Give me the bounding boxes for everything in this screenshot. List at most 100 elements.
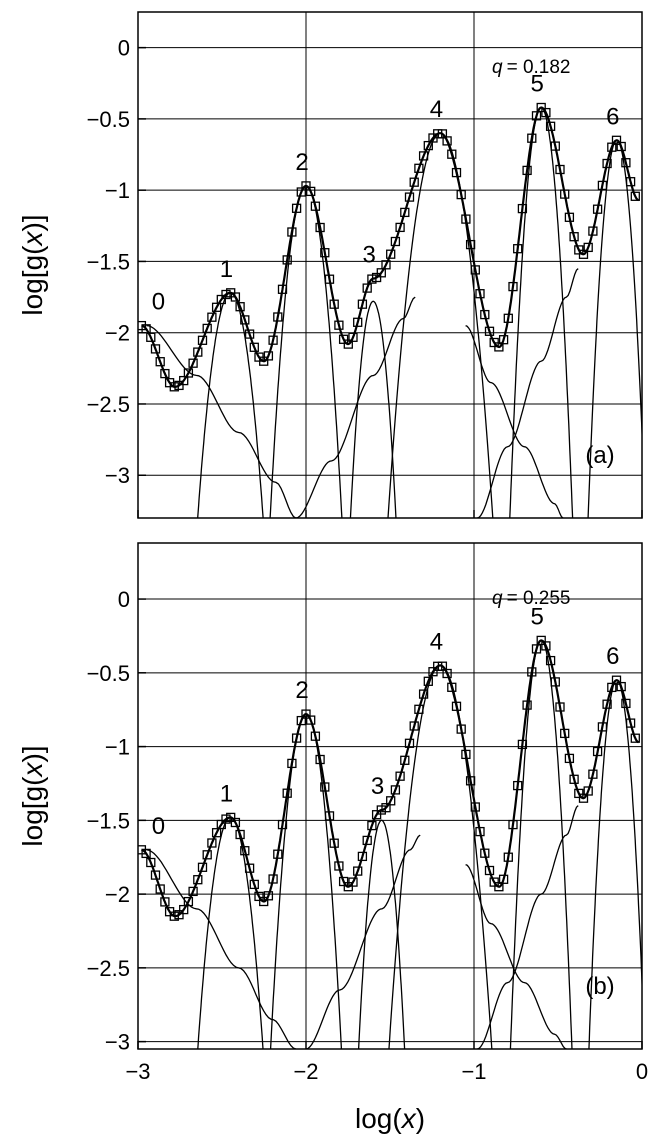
y-tick-label: −3 [105,463,130,488]
data-point [329,838,339,848]
fit-curve [387,132,494,518]
data-point [461,749,471,760]
peak-label-4: 4 [430,628,443,655]
data-point [578,793,589,803]
q-annotation: q = 0.182 [492,57,571,78]
data-point [433,129,443,139]
data-point [470,802,480,812]
data-point [395,222,405,233]
data-point [386,249,396,259]
x-tick-label: 0 [636,1059,648,1084]
data-point [621,158,631,168]
data-point [616,681,626,692]
data-point [216,294,226,305]
data-point [197,335,208,345]
data-point [249,879,259,890]
data-point [174,380,184,391]
data-point [179,375,189,386]
data-point [315,754,325,765]
data-point [138,320,147,331]
data-point [531,644,542,654]
x-tick-label: −3 [125,1059,150,1084]
data-point [240,846,250,856]
data-point [541,107,551,118]
data-point [146,857,156,868]
data-point [475,826,485,837]
data-point [437,129,448,139]
data-point [621,698,631,709]
data-point [343,339,353,349]
y-tick-label: −1 [105,178,130,203]
data-point [465,239,476,250]
y-tick-label: 0 [118,36,130,61]
fit-curve [349,300,397,518]
data-point [371,272,382,283]
data-point [207,838,217,848]
data-point [282,788,292,798]
data-point [555,164,565,175]
fit-curve [357,819,406,1049]
data-point [597,180,608,191]
data-point [522,165,532,176]
data-point [447,682,457,692]
data-point [630,191,640,201]
data-point [174,910,184,920]
y-tick-label: −2 [105,882,130,907]
data-curve [141,106,639,389]
data-point [291,203,302,213]
data-point [404,192,415,202]
data-point [310,201,321,211]
tail-curve [146,849,297,1049]
tail-curve [477,268,579,518]
data-point [324,274,335,284]
x-tick-label: −2 [293,1059,318,1084]
data-point [484,865,495,876]
data-point [480,848,490,858]
data-point [578,249,589,259]
data-point [494,882,504,892]
peak-label-0: 0 [152,289,165,316]
data-point [625,718,636,728]
data-point [423,676,433,686]
data-point [607,142,617,152]
tail-curve [477,805,579,1049]
data-point [277,284,288,294]
data-point [376,268,386,278]
data-point [451,701,462,711]
data-point [146,332,156,342]
data-point [259,896,269,907]
data-point [348,332,358,342]
data-point [592,204,603,214]
data-point [564,753,575,764]
data-point [550,677,560,687]
data-point [428,667,438,677]
data-point [254,891,264,902]
data-point [404,738,415,748]
data-point [334,861,344,871]
data-point [235,829,245,840]
y-tick-label: −3 [105,1030,130,1055]
data-point [273,312,283,322]
data-point [536,102,546,113]
y-tick-label: −0.5 [87,107,130,132]
y-tick-label: −1.5 [87,808,130,833]
panel-a: 0 −0.5 −1 −1.5 −2 −2.5 −3 log[g(x)] 0 1 2 3 4 5 6 q = 0.… [17,11,643,519]
data-point [240,315,250,325]
data-point [150,344,161,354]
data-point [207,312,217,322]
data-point [527,133,537,143]
data-point [607,682,617,693]
peak-label-3: 3 [371,773,384,800]
data-point [508,819,518,830]
data-point [221,289,231,300]
tail-curve [465,325,564,518]
data-point [353,317,363,327]
data-point [498,874,509,884]
data-point [263,351,274,361]
data-point [296,187,306,197]
data-point [465,776,476,786]
peak-label-1: 1 [220,256,233,283]
data-point [235,302,245,312]
data-point [268,335,278,345]
peak-label-6: 6 [606,103,619,130]
